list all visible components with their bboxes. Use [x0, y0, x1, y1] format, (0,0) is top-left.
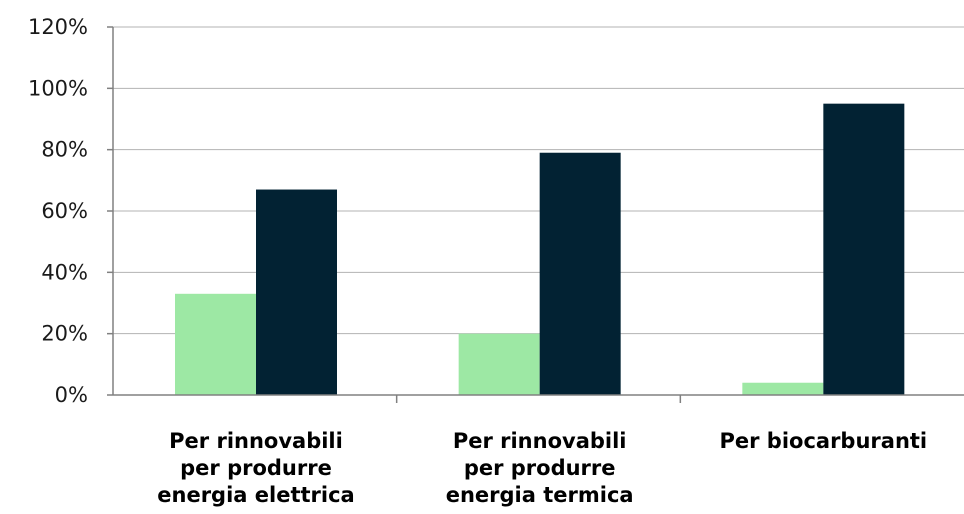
x-category-label-line: energia elettrica — [157, 483, 354, 507]
x-category-label-line: Per rinnovabili — [169, 429, 343, 453]
x-category-label: Per rinnovabili per produrre energia termi… — [446, 429, 634, 507]
x-category-labels: Per rinnovabili per produrre energia elett… — [157, 429, 927, 507]
bar-category-1-series-2 — [256, 189, 337, 395]
x-category-label-line: Per biocarburanti — [720, 429, 928, 453]
grid-lines — [113, 26, 964, 335]
y-tick-labels: 0% 20% 40% 60% 80% 100% 120% — [28, 15, 88, 407]
y-tick-label: 60% — [41, 199, 88, 223]
x-category-label-line: Per rinnovabili — [453, 429, 627, 453]
x-category-label-line: energia termica — [446, 483, 634, 507]
x-category-label: Per rinnovabili per produrre energia elett… — [157, 429, 354, 507]
bar-category-1-series-1 — [175, 293, 256, 395]
y-tick-label: 20% — [41, 322, 88, 346]
y-tick-label: 0% — [55, 383, 88, 407]
x-category-label: Per biocarburanti — [720, 429, 928, 453]
bar-category-3-series-1 — [742, 382, 824, 395]
axes — [107, 26, 964, 403]
y-tick-label: 120% — [28, 15, 88, 39]
bar-category-2-series-1 — [458, 333, 540, 395]
x-category-label-line: per produrre — [464, 456, 616, 480]
y-tick-label: 80% — [41, 138, 88, 162]
bar-category-2-series-2 — [539, 152, 621, 395]
y-tick-label: 40% — [41, 260, 88, 284]
y-tick-label: 100% — [28, 76, 88, 100]
x-category-label-line: per produrre — [180, 456, 332, 480]
bar-category-3-series-2 — [823, 103, 905, 396]
bars — [175, 103, 905, 396]
